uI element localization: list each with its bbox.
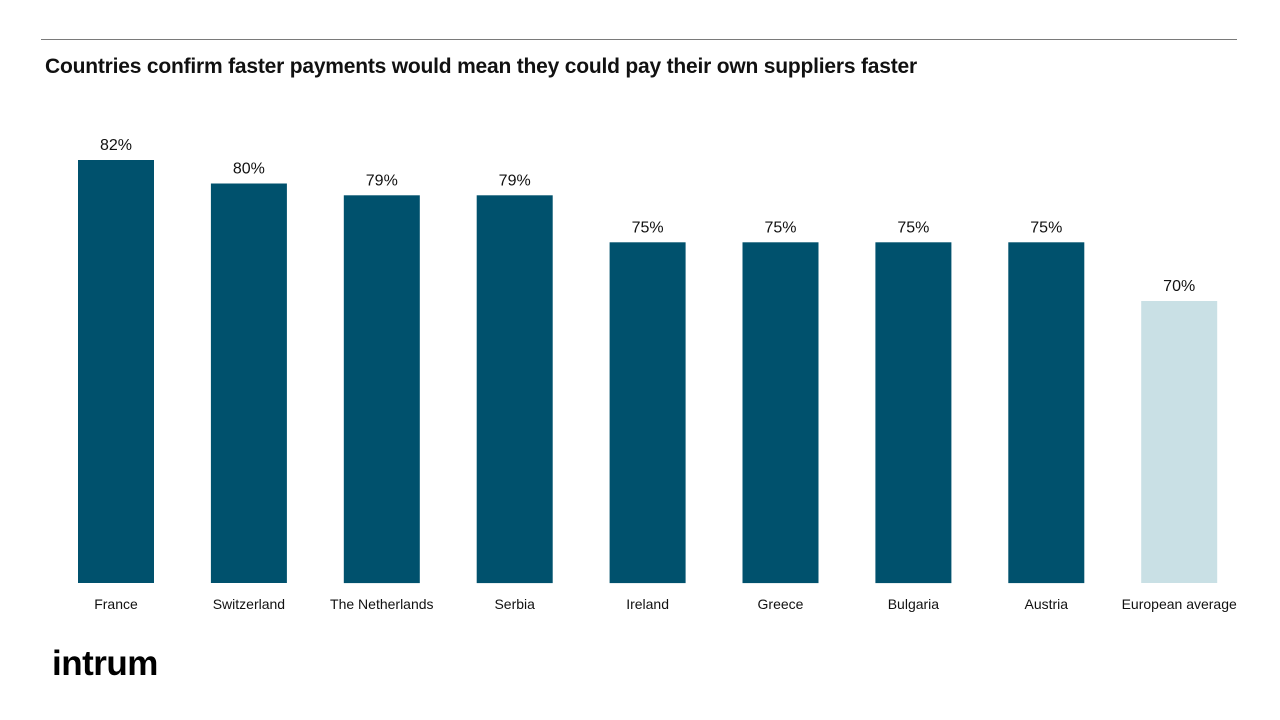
bar-ireland	[609, 242, 686, 584]
category-label: Switzerland	[213, 596, 285, 612]
bar-austria	[1008, 242, 1085, 584]
category-label: The Netherlands	[330, 596, 434, 612]
top-divider	[41, 39, 1237, 40]
category-label: Bulgaria	[888, 596, 940, 612]
category-label: European average	[1122, 596, 1237, 612]
intrum-logo: intrum	[52, 644, 158, 683]
data-label: 79%	[366, 172, 398, 189]
chart-title: Countries confirm faster payments would …	[45, 55, 917, 78]
category-label: Serbia	[494, 596, 535, 612]
bar-france	[78, 160, 154, 583]
bar-the-netherlands	[343, 195, 420, 584]
data-label: 82%	[100, 137, 132, 154]
data-label: 70%	[1163, 278, 1195, 295]
data-label: 75%	[1030, 219, 1062, 236]
category-label: France	[94, 596, 138, 612]
bar-european-average	[1141, 301, 1218, 583]
data-label: 75%	[897, 219, 929, 236]
category-label: Greece	[758, 596, 804, 612]
bar-serbia	[476, 195, 553, 584]
data-label: 75%	[632, 219, 664, 236]
bar-bulgaria	[875, 242, 952, 584]
category-label: Ireland	[626, 596, 669, 612]
data-label: 75%	[764, 219, 796, 236]
category-label: Austria	[1025, 596, 1069, 612]
data-label: 80%	[233, 161, 265, 178]
data-label: 79%	[499, 172, 531, 189]
bar-switzerland	[210, 183, 287, 583]
bar-greece	[742, 242, 819, 584]
